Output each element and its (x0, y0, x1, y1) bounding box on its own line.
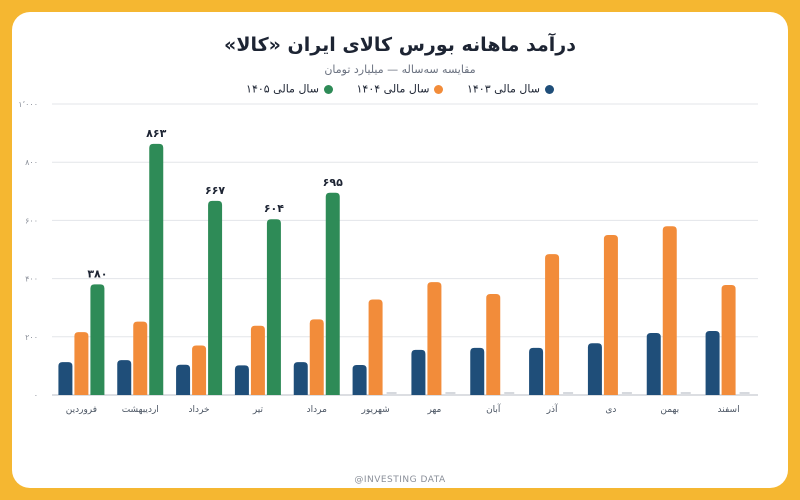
y-tick-label: ۰ (34, 391, 38, 400)
bar (309, 319, 324, 395)
chart-card: درآمد ماهانه بورس کالای ایران «کالا» مقا… (12, 12, 788, 488)
legend-swatch-1404 (434, 84, 444, 94)
data-label: ۶۹۵ (323, 176, 343, 189)
data-label: ۸۶۳ (146, 127, 166, 140)
bar (90, 284, 105, 395)
bar (662, 226, 677, 395)
bar (234, 365, 249, 395)
bar (149, 143, 164, 395)
bar (646, 333, 661, 395)
bar (545, 254, 560, 395)
legend-label-1403: سال مالی ۱۴۰۳ (466, 82, 540, 96)
x-tick-label: تیر (252, 405, 264, 415)
legend-swatch-1403 (544, 84, 554, 94)
bar (603, 234, 618, 395)
x-tick-label: مرداد (307, 405, 327, 415)
chart-title: درآمد ماهانه بورس کالای ایران «کالا» (224, 34, 576, 56)
x-tick-label: مهر (426, 405, 441, 415)
bar (133, 321, 148, 395)
x-tick-label: فروردین (66, 405, 97, 415)
x-tick-label: بهمن (660, 405, 679, 415)
watermark: @INVESTING DATA (354, 475, 446, 485)
y-tick-label: ۲۰۰ (25, 333, 38, 342)
legend-label-1404: سال مالی ۱۴۰۴ (356, 82, 430, 96)
legend-item-1403: سال مالی ۱۴۰۳ (467, 82, 554, 96)
bar (74, 332, 89, 395)
bar (208, 200, 223, 395)
legend-swatch-1405 (324, 84, 334, 94)
bar (705, 330, 720, 395)
bar (176, 364, 191, 395)
y-tick-label: ۶۰۰ (25, 216, 38, 225)
chart-subtitle: مقایسه سه‌ساله — میلیارد تومان (324, 63, 476, 76)
y-tick-label: ۸۰۰ (25, 158, 38, 167)
data-label: ۶۶۷ (205, 184, 225, 197)
legend-item-1404: سال مالی ۱۴۰۴ (357, 82, 444, 96)
bar (352, 365, 367, 395)
bar (529, 347, 544, 395)
x-tick-label: شهریور (361, 405, 390, 415)
data-label: ۶۰۴ (264, 202, 284, 215)
x-tick-label: اردیبهشت (122, 405, 159, 415)
bar (293, 362, 308, 395)
bar (587, 343, 602, 395)
bar (411, 349, 426, 395)
bar (250, 325, 265, 395)
bar (721, 285, 736, 395)
bar (325, 192, 340, 395)
legend-item-1405: سال مالی ۱۴۰۵ (246, 82, 334, 96)
bar-chart: ۰ ۲۰۰ ۴۰۰ ۶۰۰ ۸۰۰ ۱٬۰۰۰ فروردین اردیبهشت خرداد تی… (18, 100, 758, 415)
bar (470, 347, 485, 395)
x-tick-label: آبان (486, 403, 501, 415)
legend-label-1405: سال مالی ۱۴۰۵ (246, 82, 320, 96)
y-tick-label: ۴۰۰ (25, 275, 38, 284)
x-tick-label: آذر (546, 403, 558, 415)
bar (427, 282, 442, 395)
bar (117, 360, 132, 395)
bar (486, 294, 501, 395)
x-tick-label: دی (605, 405, 616, 415)
bar (58, 362, 73, 395)
bar (192, 345, 207, 395)
x-tick-label: خرداد (189, 405, 210, 415)
y-tick-label: ۱٬۰۰۰ (18, 100, 38, 109)
bar (266, 219, 281, 395)
x-tick-label: اسفند (718, 405, 740, 415)
bar (368, 299, 383, 395)
chart-legend: سال مالی ۱۴۰۳ سال مالی ۱۴۰۴ سال مالی ۱۴۰… (12, 82, 788, 96)
data-label: ۳۸۰ (87, 267, 107, 280)
